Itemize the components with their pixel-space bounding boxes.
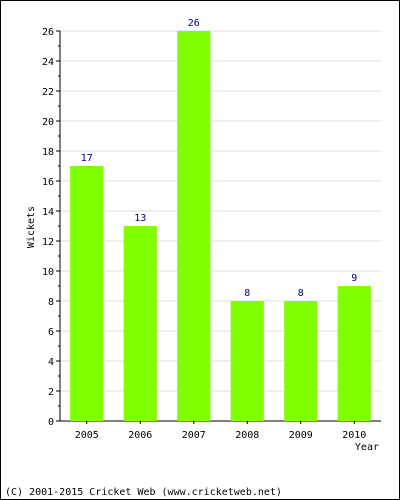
x-tick-label: 2009: [289, 430, 313, 441]
data-label-2007: 26: [188, 18, 200, 29]
y-tick-label: 18: [42, 147, 54, 158]
y-tick-label: 0: [48, 417, 54, 428]
y-tick-label: 16: [42, 177, 54, 188]
y-tick-label: 26: [42, 27, 54, 38]
y-tick-label: 4: [48, 357, 54, 368]
x-tick-label: 2008: [235, 430, 259, 441]
data-labels: 17 13 26 8 8 9: [81, 18, 358, 299]
data-label-2005: 17: [81, 153, 93, 164]
y-tick-label: 10: [42, 267, 54, 278]
y-tick-label: 20: [42, 117, 54, 128]
y-tick-label: 8: [48, 297, 54, 308]
data-label-2009: 8: [298, 288, 304, 299]
y-tick-label: 22: [42, 87, 54, 98]
bar-2005: [70, 166, 104, 421]
bar-2006: [123, 226, 157, 421]
x-tick-labels: 2005 2006 2007 2008 2009 2010: [75, 430, 367, 441]
bar-2009: [284, 301, 318, 421]
x-axis-label: Year: [355, 442, 379, 453]
x-tick-label: 2005: [75, 430, 99, 441]
bars: [70, 31, 371, 421]
y-tick-label: 6: [48, 327, 54, 338]
bar-2007: [177, 31, 211, 421]
x-tick-label: 2010: [342, 430, 366, 441]
axes: [56, 30, 381, 424]
y-tick-label: 2: [48, 387, 54, 398]
x-tick-label: 2007: [182, 430, 206, 441]
bar-2010: [337, 286, 371, 421]
y-axis-label: Wickets: [26, 206, 37, 248]
data-label-2008: 8: [244, 288, 250, 299]
data-label-2010: 9: [351, 273, 357, 284]
bar-2008: [230, 301, 264, 421]
y-tick-label: 24: [42, 57, 54, 68]
y-tick-label: 14: [42, 207, 54, 218]
grid-lines: [60, 30, 381, 392]
x-tick-label: 2006: [128, 430, 152, 441]
data-label-2006: 13: [134, 213, 146, 224]
copyright-footer: (C) 2001-2015 Cricket Web (www.cricketwe…: [5, 487, 282, 498]
y-tick-label: 12: [42, 237, 54, 248]
